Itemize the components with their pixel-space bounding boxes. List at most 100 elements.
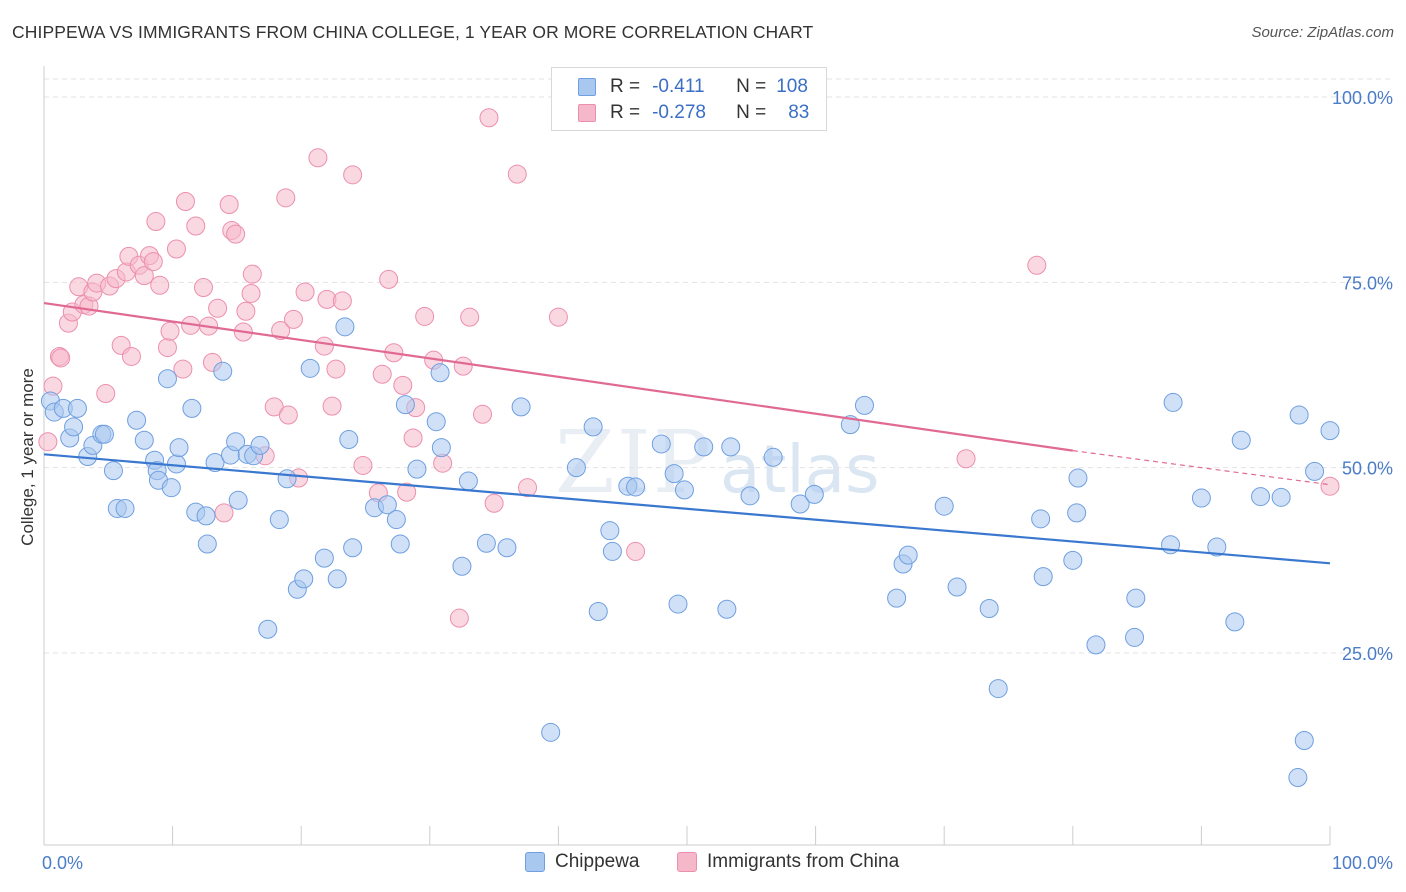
data-point-chippewa — [205, 452, 225, 472]
y-tick-label: 75.0% — [1342, 273, 1393, 293]
legend-n-label: N = — [736, 76, 767, 97]
legend-r-label: R = — [610, 76, 641, 97]
data-point-china — [264, 397, 284, 417]
data-point-chippewa — [196, 506, 216, 526]
correlation-legend: R = -0.411 N = 108 R = -0.278 N = 83 — [551, 67, 827, 131]
data-point-chippewa — [386, 510, 406, 530]
data-point-chippewa — [430, 363, 450, 383]
data-point-china — [295, 282, 315, 302]
data-point-china — [96, 384, 116, 404]
data-point-chippewa — [390, 534, 410, 554]
data-point-chippewa — [458, 471, 478, 491]
data-point-china — [193, 278, 213, 298]
data-point-chippewa — [1225, 612, 1245, 632]
data-point-china — [51, 348, 71, 368]
data-point-chippewa — [1288, 768, 1308, 788]
data-point-china — [326, 359, 346, 379]
data-point-chippewa — [1063, 550, 1083, 570]
data-point-chippewa — [228, 490, 248, 510]
data-point-china — [1320, 476, 1340, 496]
data-point-chippewa — [1125, 627, 1145, 647]
data-point-china — [208, 298, 228, 318]
series-immigrants-from-china — [38, 108, 1340, 628]
data-point-chippewa — [511, 397, 531, 417]
data-point-chippewa — [1231, 430, 1251, 450]
data-point-chippewa — [1067, 503, 1087, 523]
data-point-chippewa — [426, 412, 446, 432]
data-point-chippewa — [674, 480, 694, 500]
data-point-chippewa — [740, 486, 760, 506]
data-point-chippewa — [226, 432, 246, 452]
data-point-chippewa — [335, 317, 355, 337]
data-point-china — [134, 266, 154, 286]
data-point-chippewa — [1126, 588, 1146, 608]
data-point-chippewa — [934, 496, 954, 516]
data-point-chippewa — [763, 447, 783, 467]
data-point-chippewa — [157, 369, 177, 389]
axes — [43, 66, 1331, 846]
data-point-chippewa — [804, 484, 824, 504]
x-tick-label-right: 100.0% — [1332, 853, 1393, 873]
data-point-china — [453, 356, 473, 376]
data-point-chippewa — [668, 594, 688, 614]
data-point-chippewa — [197, 534, 217, 554]
data-point-chippewa — [339, 429, 359, 449]
legend-swatch-china — [578, 104, 596, 122]
data-point-china — [314, 336, 334, 356]
data-point-chippewa — [497, 538, 517, 558]
data-point-china — [146, 212, 166, 232]
trend-line-chippewa — [43, 453, 1331, 565]
data-point-china — [1027, 255, 1047, 275]
data-point-china — [415, 306, 435, 326]
data-point-chippewa — [583, 417, 603, 437]
legend-r-value: -0.278 — [652, 102, 706, 123]
data-point-china — [403, 428, 423, 448]
data-point-china — [507, 164, 527, 184]
y-tick-label: 50.0% — [1342, 459, 1393, 479]
data-point-chippewa — [103, 461, 123, 481]
data-point-chippewa — [94, 424, 114, 444]
trend-lines — [43, 302, 1331, 565]
data-point-chippewa — [134, 430, 154, 450]
data-point-chippewa — [1191, 488, 1211, 508]
data-point-chippewa — [1320, 421, 1340, 441]
data-point-china — [473, 404, 493, 424]
data-point-chippewa — [854, 395, 874, 415]
legend-n-value: 83 — [788, 102, 810, 123]
legend-row-china: R = -0.278 N = 83 — [578, 100, 809, 126]
data-point-china — [236, 301, 256, 321]
legend-row-chippewa: R = -0.411 N = 108 — [578, 74, 808, 100]
data-point-chippewa — [343, 538, 363, 558]
data-point-china — [38, 432, 58, 452]
data-point-chippewa — [277, 469, 297, 489]
data-point-chippewa — [1033, 567, 1053, 587]
data-point-china — [379, 269, 399, 289]
data-point-china — [175, 192, 195, 212]
data-point-chippewa — [790, 494, 810, 514]
data-point-china — [484, 493, 504, 513]
data-point-chippewa — [213, 361, 233, 381]
data-point-china — [226, 224, 246, 244]
data-point-chippewa — [67, 398, 87, 418]
series-chippewa — [40, 317, 1340, 788]
data-point-chippewa — [64, 417, 84, 437]
grid — [44, 78, 1393, 654]
data-point-chippewa — [1163, 392, 1183, 412]
y-axis-label: College, 1 year or more — [18, 368, 37, 546]
data-point-china — [157, 338, 177, 358]
data-point-china — [219, 194, 239, 214]
data-point-china — [460, 307, 480, 327]
data-point-chippewa — [721, 437, 741, 457]
data-point-chippewa — [452, 556, 472, 576]
data-point-china — [397, 482, 417, 502]
data-point-china — [166, 239, 186, 259]
data-point-china — [518, 478, 538, 498]
watermark: ZIP atlas — [555, 413, 880, 513]
data-point-chippewa — [1251, 487, 1271, 507]
legend-item-chippewa: Chippewa — [525, 851, 640, 873]
data-point-chippewa — [651, 434, 671, 454]
data-point-chippewa — [1305, 461, 1325, 481]
legend-label-china: Immigrants from China — [707, 851, 900, 872]
data-point-china — [548, 307, 568, 327]
